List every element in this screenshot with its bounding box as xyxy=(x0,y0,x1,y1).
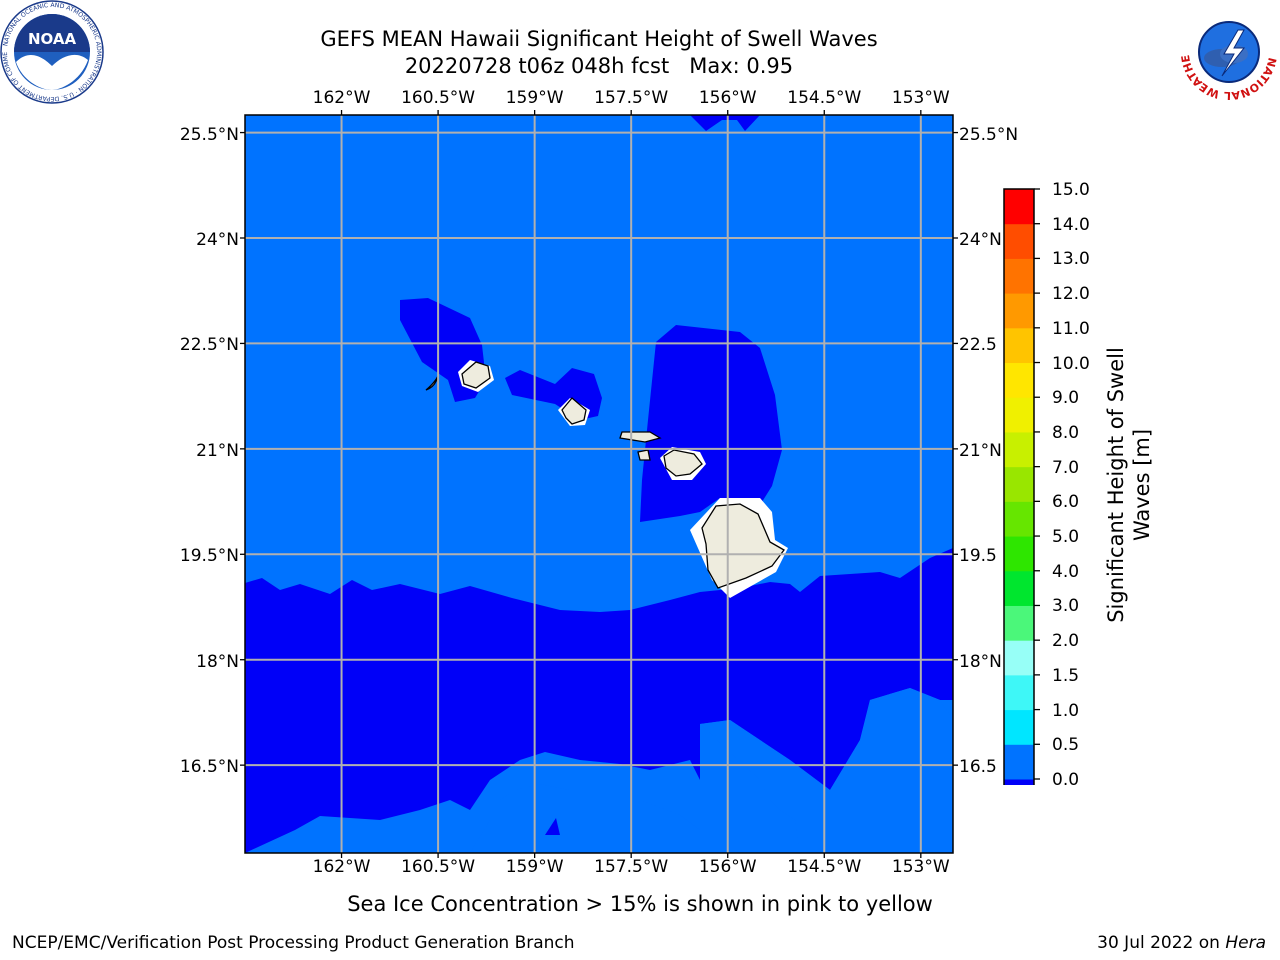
lon-tick-label-top: 154.5°W xyxy=(787,88,862,108)
lon-tick-label-top: 159°W xyxy=(505,88,564,108)
map-title-line2: 20220728 t06z 048h fcst Max: 0.95 xyxy=(404,54,794,78)
colorbar-segment xyxy=(1004,605,1034,641)
lon-tick-label-top: 156°W xyxy=(698,88,757,108)
colorbar-segment xyxy=(1004,431,1034,468)
lon-tick-label-top: 160.5°W xyxy=(401,88,476,108)
colorbar-tick-label: 7.0 xyxy=(1052,457,1080,478)
map-frame xyxy=(244,114,954,854)
colorbar-segment xyxy=(1004,501,1034,537)
colorbar-segment xyxy=(1004,709,1034,745)
lat-tick-label-left: 24°N xyxy=(196,230,239,250)
colorbar-tick-label: 0.5 xyxy=(1052,735,1080,756)
colorbar-tick-label: 15.0 xyxy=(1052,180,1090,200)
colorbar-segment xyxy=(1004,570,1034,606)
nws-logo: NATIONAL WEATHER SERVICE xyxy=(1178,0,1279,100)
island-maui xyxy=(663,449,703,477)
lon-tick-label-top: 153°W xyxy=(891,88,950,108)
ocean-band-0.5-1.0-patch-se xyxy=(700,688,953,853)
colorbar-tick-label: 9.0 xyxy=(1052,388,1080,409)
colorbar-label: Significant Height of Swell Waves [m] xyxy=(1104,347,1154,623)
colorbar-segment xyxy=(1004,258,1034,294)
lon-tick-label-top: 157.5°W xyxy=(594,88,669,108)
colorbar-segment xyxy=(1004,640,1034,676)
colorbar-segment xyxy=(1004,189,1034,225)
footer-date: 30 Jul 2022 on Hera xyxy=(1097,933,1266,953)
colorbar-tick-label: 13.0 xyxy=(1052,249,1090,270)
lon-tick-label-bottom: 157.5°W xyxy=(594,857,669,877)
lat-tick-label-left: 22.5°N xyxy=(179,335,239,356)
colorbar-tick-label: 10.0 xyxy=(1052,353,1090,374)
colorbar-segment xyxy=(1004,327,1034,364)
footer-date-text: 30 Jul 2022 on xyxy=(1097,933,1226,953)
lon-tick-label-top: 162°W xyxy=(312,88,371,108)
lon-tick-label-bottom: 153°W xyxy=(891,857,950,877)
lat-tick-label-right: 19.5 xyxy=(959,546,997,567)
lon-tick-label-bottom: 154.5°W xyxy=(787,857,862,877)
colorbar-segment xyxy=(1004,744,1034,780)
ocean-band-0-0.5-top xyxy=(690,115,760,131)
lat-tick-label-left: 18°N xyxy=(196,651,239,672)
colorbar-tick-label: 2.0 xyxy=(1052,631,1080,652)
colorbar-segment xyxy=(1004,779,1034,785)
lat-tick-label-left: 16.5°N xyxy=(179,757,239,778)
lat-tick-label-left: 19.5°N xyxy=(179,546,239,567)
lat-tick-label-right: 24°N xyxy=(959,230,1002,250)
colorbar-tick-label: 8.0 xyxy=(1052,422,1080,443)
colorbar-tick-label: 1.5 xyxy=(1052,665,1080,686)
colorbar-segment xyxy=(1004,223,1034,259)
lat-tick-label-right: 22.5 xyxy=(959,335,997,356)
colorbar-tick-label: 5.0 xyxy=(1052,527,1080,548)
colorbar-tick-label: 14.0 xyxy=(1052,214,1090,235)
island-hawaii xyxy=(701,503,785,589)
ocean-band-0-0.5-south xyxy=(245,548,953,853)
lat-tick-label-right: 18°N xyxy=(959,651,1002,672)
colorbar-tick-label: 1.0 xyxy=(1052,700,1080,721)
colorbar xyxy=(1003,188,1040,785)
lat-tick-label-left: 21°N xyxy=(196,440,239,461)
map-gridlines xyxy=(245,115,953,853)
svg-text:NOAA: NOAA xyxy=(28,30,77,48)
colorbar-segment xyxy=(1004,293,1034,329)
map-tickmarks xyxy=(240,110,958,858)
colorbar-tick-label: 6.0 xyxy=(1052,492,1080,513)
sea-ice-note: Sea Ice Concentration > 15% is shown in … xyxy=(347,892,933,916)
lat-tick-label-right: 25.5°N xyxy=(959,124,1019,145)
lat-tick-label-right: 21°N xyxy=(959,440,1002,461)
lon-tick-label-bottom: 162°W xyxy=(312,857,371,877)
ocean-band-0-0.5-spot xyxy=(545,818,560,835)
island-kauai xyxy=(461,361,491,389)
lon-tick-label-bottom: 156°W xyxy=(698,857,757,877)
colorbar-tick-label: 4.0 xyxy=(1052,561,1080,582)
map-title-line1: GEFS MEAN Hawaii Significant Height of S… xyxy=(320,27,878,51)
lon-tick-label-bottom: 160.5°W xyxy=(401,857,476,877)
ocean-band-0-0.5-east xyxy=(640,325,782,522)
colorbar-segment xyxy=(1004,536,1034,572)
lat-tick-label-right: 16.5 xyxy=(959,757,997,778)
island-molokai xyxy=(619,431,662,443)
lat-tick-label-left: 25.5°N xyxy=(179,124,239,145)
colorbar-segment xyxy=(1004,397,1034,433)
colorbar-tick-label: 3.0 xyxy=(1052,596,1080,617)
colorbar-segment xyxy=(1004,362,1034,398)
footer-host: Hera xyxy=(1225,933,1266,953)
colorbar-tick-label: 0.0 xyxy=(1052,770,1080,790)
footer-branch: NCEP/EMC/Verification Post Processing Pr… xyxy=(12,933,575,953)
colorbar-segment xyxy=(1004,674,1034,711)
island-lanai xyxy=(637,449,651,461)
colorbar-tick-label: 12.0 xyxy=(1052,284,1090,305)
colorbar-tick-label: 11.0 xyxy=(1052,318,1090,339)
island-oahu xyxy=(561,397,587,425)
lon-tick-label-bottom: 159°W xyxy=(505,857,564,877)
ocean-band-0.5-1.0-patch-sw xyxy=(470,784,700,853)
noaa-logo: NATIONAL OCEANIC AND ATMOSPHERIC ADMINIS… xyxy=(0,0,104,104)
colorbar-segment xyxy=(1004,466,1034,502)
